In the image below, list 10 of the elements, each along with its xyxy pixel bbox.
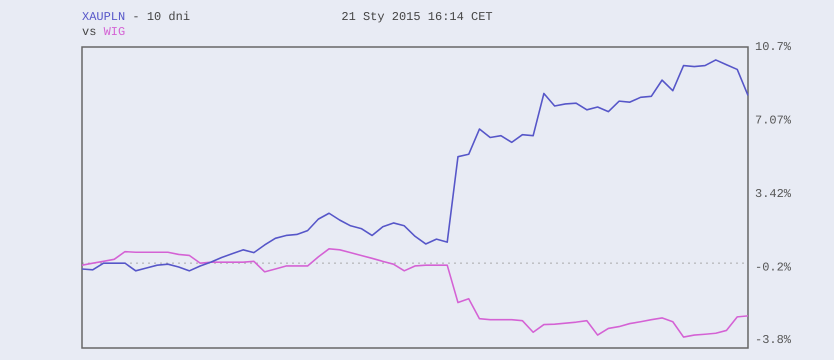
y-tick-label: 7.07% xyxy=(754,114,792,128)
y-tick-label: -0.2% xyxy=(754,260,792,274)
chart-title: - 10 dni xyxy=(131,10,190,24)
y-tick-label: -3.8% xyxy=(754,333,792,348)
text: 21 Sty 2015 16:14 CET xyxy=(341,10,493,24)
chart-subtitle: vs xyxy=(82,25,98,39)
y-tick-label: 3.42% xyxy=(754,187,792,202)
y-tick-label: 10.7% xyxy=(754,40,792,54)
text: WIG xyxy=(104,25,126,39)
text: XAUPLN xyxy=(82,10,126,24)
